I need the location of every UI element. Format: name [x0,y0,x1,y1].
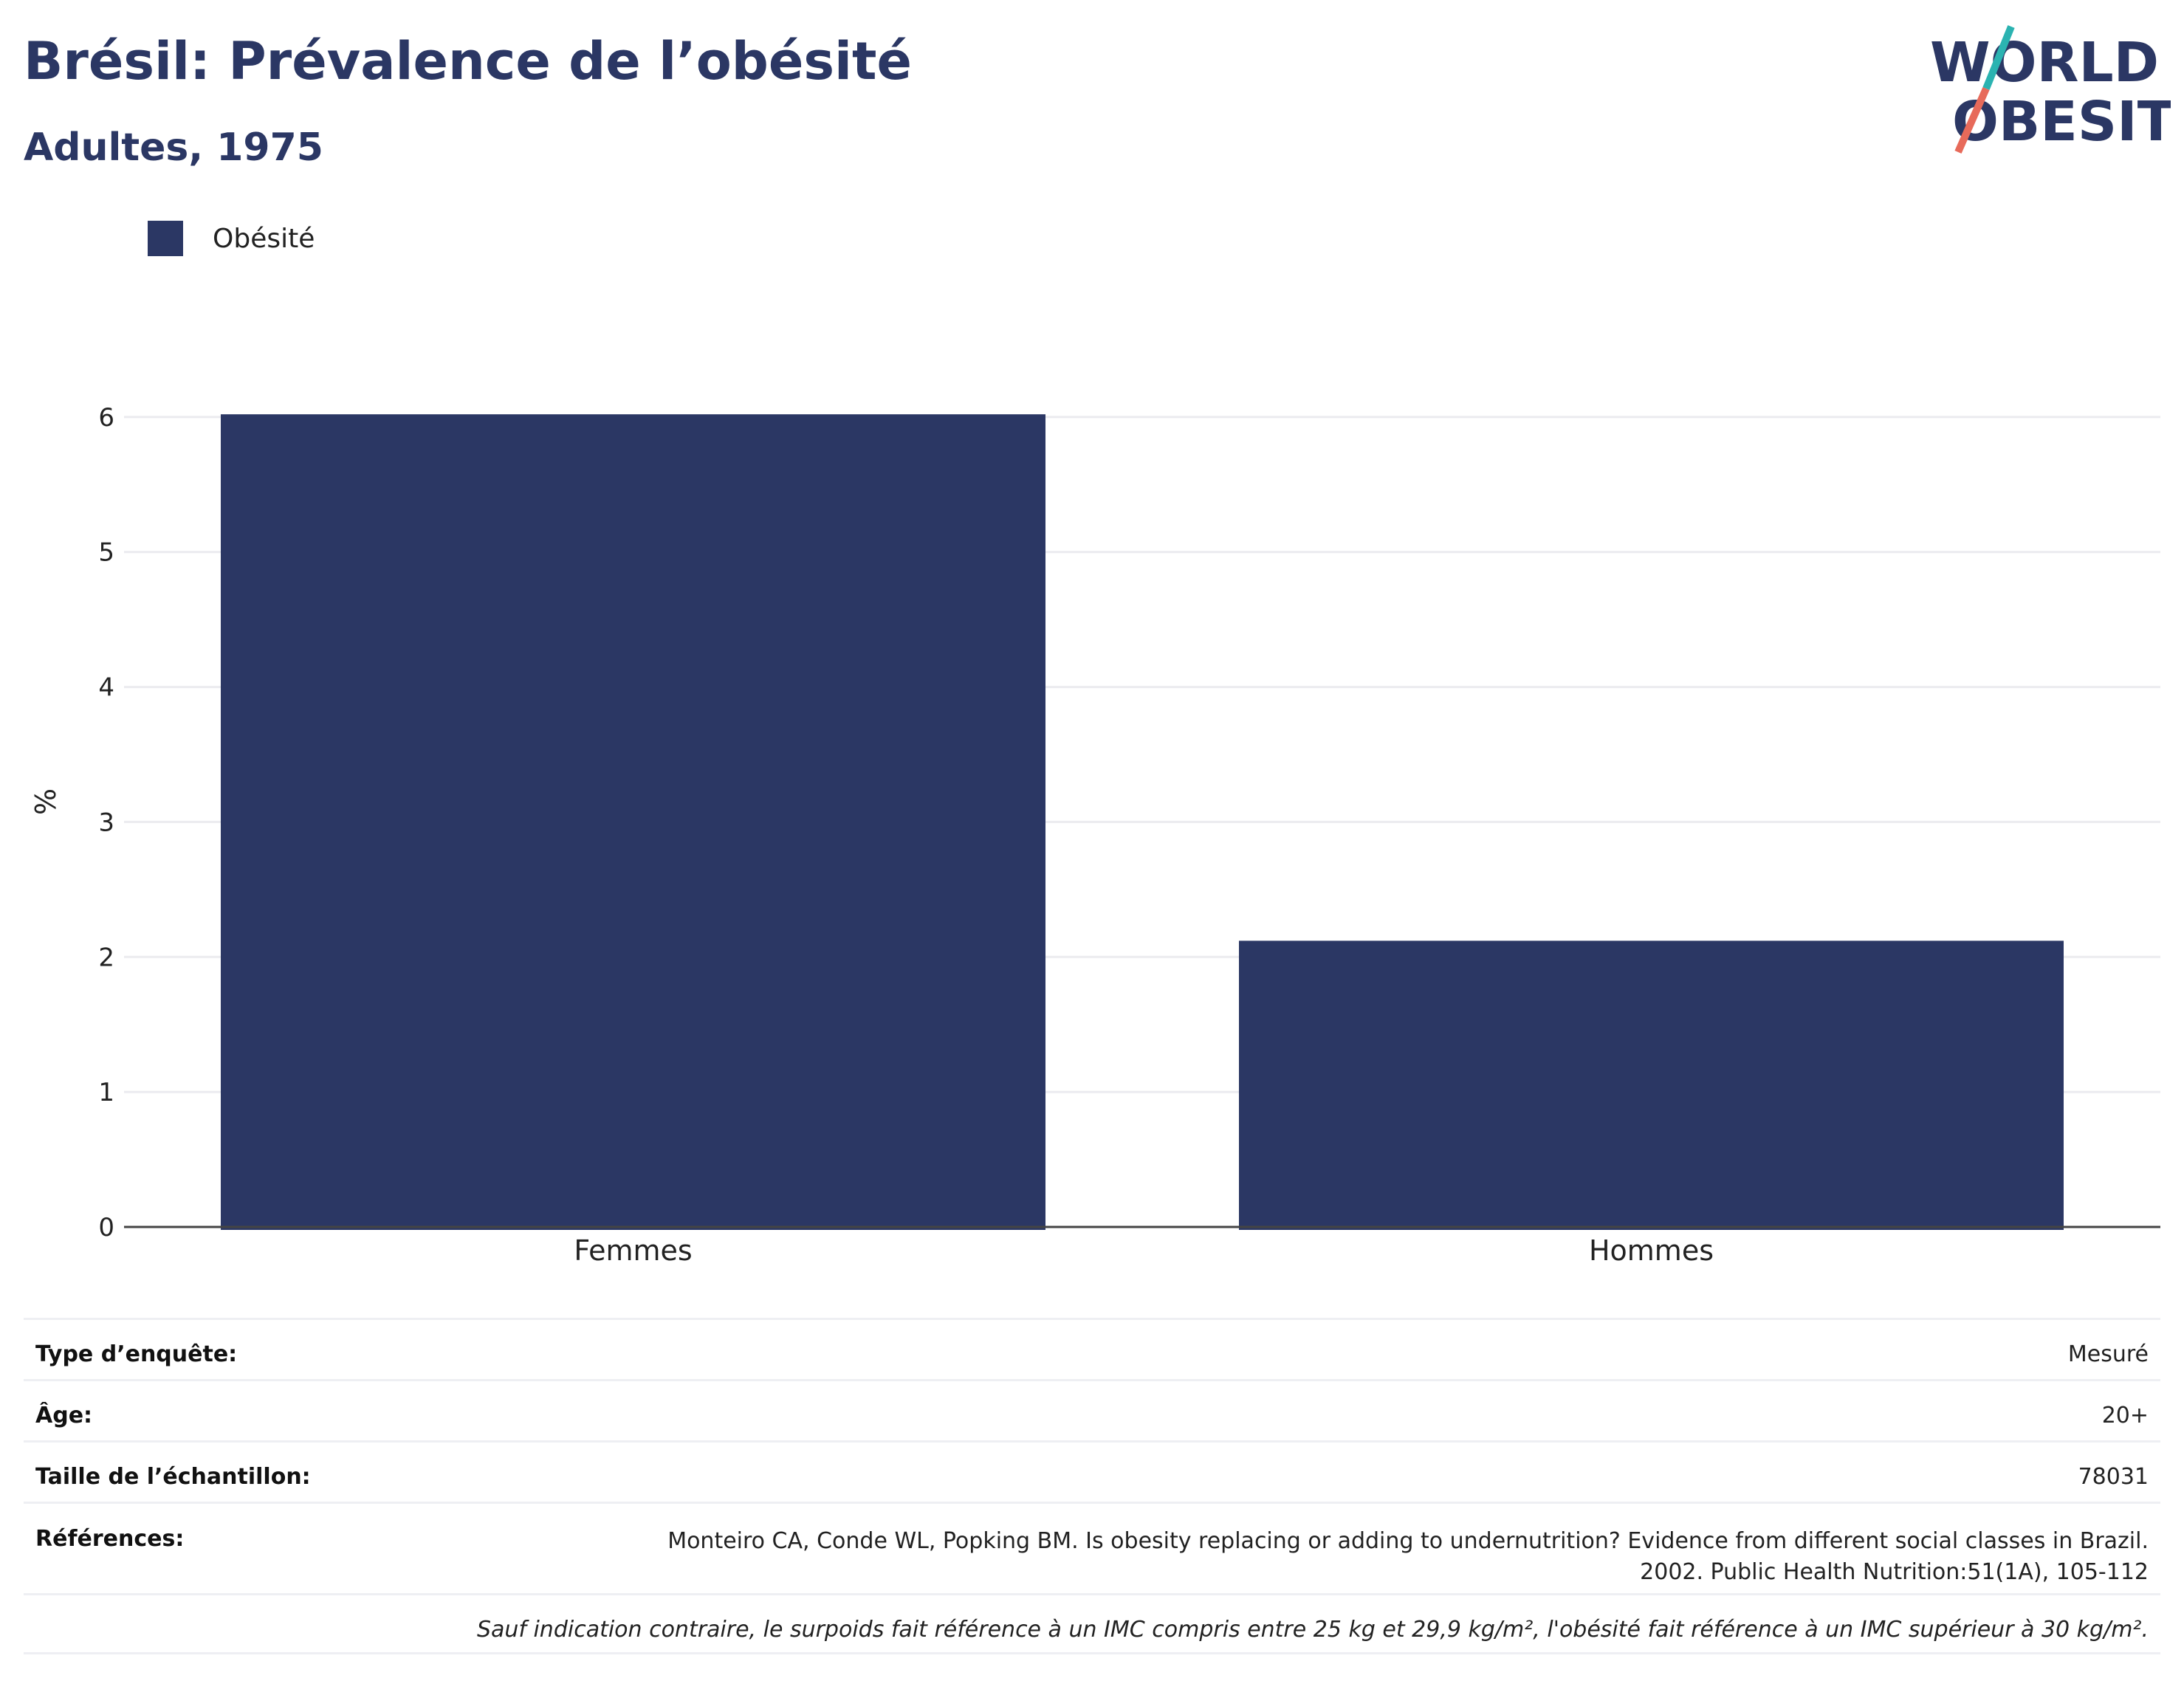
legend-swatch [148,221,183,256]
world-obesity-logo: WORLD OBESITY [1930,25,2171,154]
y-tick-label: 1 [98,1078,114,1107]
info-key-survey-type: Type d’enquête: [35,1341,238,1367]
reference-line-2: 2002. Public Health Nutrition:51(1A), 10… [1640,1559,2149,1585]
bar-chart: 0 1 2 3 4 5 6 Femmes Hommes % [30,403,2160,1267]
info-value-sample-size: 78031 [2078,1464,2149,1490]
logo-slash-top [1982,25,2015,90]
info-key-references: Références: [35,1526,185,1552]
info-row-age: Âge: 20+ [24,1379,2160,1440]
y-tick-label: 2 [98,943,114,972]
chart-title: Brésil: Prévalence de l’obésité [24,31,912,92]
y-tick-label: 6 [98,403,114,433]
info-value-references: Monteiro CA, Conde WL, Popking BM. Is ob… [667,1526,2149,1588]
y-axis-label: % [30,788,62,815]
info-row-survey-type: Type d’enquête: Mesuré [24,1318,2160,1379]
y-tick-label: 5 [98,538,114,568]
y-tick-label: 3 [98,808,114,837]
info-value-age: 20+ [2101,1403,2149,1428]
info-key-age: Âge: [35,1403,93,1428]
reference-line-1: Monteiro CA, Conde WL, Popking BM. Is ob… [667,1528,2149,1554]
y-tick-labels: 0 1 2 3 4 5 6 [98,403,114,1242]
info-row-note: Sauf indication contraire, le surpoids f… [24,1593,2160,1654]
logo-line1: WORLD [1930,31,2159,94]
logo-slash-bottom [1954,86,1990,154]
info-table: Type d’enquête: Mesuré Âge: 20+ Taille d… [24,1318,2160,1654]
info-row-references: Références: Monteiro CA, Conde WL, Popki… [24,1502,2160,1593]
info-value-survey-type: Mesuré [2067,1341,2149,1367]
x-tick-label: Femmes [574,1234,692,1267]
bar-femmes [221,414,1045,1231]
info-key-sample-size: Taille de l’échantillon: [35,1464,311,1490]
bars [221,414,2064,1231]
info-row-sample-size: Taille de l’échantillon: 78031 [24,1440,2160,1502]
bmi-definition-note: Sauf indication contraire, le surpoids f… [476,1617,2149,1643]
legend: Obésité [148,220,315,257]
chart-subtitle: Adultes, 1975 [24,126,323,170]
legend-label: Obésité [213,223,315,254]
logo-line2: OBESITY [1952,90,2171,154]
y-tick-label: 0 [98,1213,114,1242]
bar-hommes [1239,941,2064,1230]
y-tick-label: 4 [98,673,114,703]
x-tick-labels: Femmes Hommes [574,1234,1714,1267]
x-tick-label: Hommes [1589,1234,1714,1267]
